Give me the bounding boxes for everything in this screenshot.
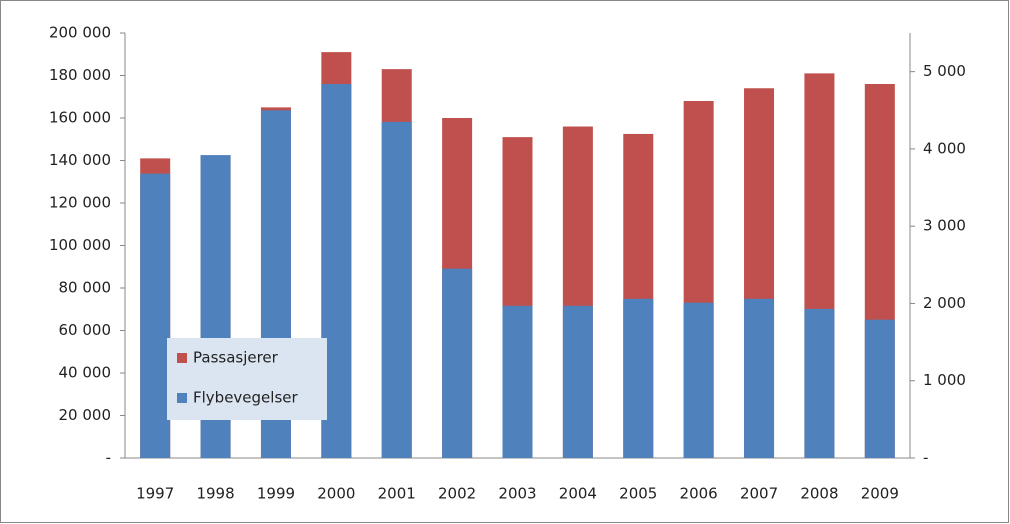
y2-tick-label: - — [923, 449, 928, 467]
bar — [381, 121, 412, 458]
y-tick-label: 140 000 — [49, 151, 111, 169]
legend-label: Passasjerer — [193, 349, 279, 367]
x-tick-label: 2001 — [378, 485, 416, 503]
bar — [744, 298, 775, 458]
x-tick-label: 2009 — [861, 485, 899, 503]
x-tick-label: 1997 — [136, 485, 174, 503]
legend-swatch — [177, 353, 187, 363]
bar — [864, 319, 895, 458]
y2-tick-label: 4 000 — [923, 139, 966, 157]
legend-box — [167, 338, 327, 420]
bar — [442, 268, 473, 458]
x-tick-label: 2000 — [317, 485, 355, 503]
x-tick-label: 2002 — [438, 485, 476, 503]
y2-tick-label: 3 000 — [923, 217, 966, 235]
y-tick-label: 120 000 — [49, 194, 111, 212]
bar — [502, 305, 533, 458]
bar — [804, 308, 835, 458]
legend-label: Flybevegelser — [193, 389, 298, 407]
y-tick-label: 80 000 — [59, 279, 112, 297]
legend-swatch — [177, 393, 187, 403]
bar — [140, 173, 171, 459]
bar — [562, 305, 593, 458]
y-tick-label: 40 000 — [59, 364, 112, 382]
x-tick-label: 2004 — [559, 485, 597, 503]
y-tick-label: 160 000 — [49, 109, 111, 127]
y2-tick-label: 2 000 — [923, 294, 966, 312]
x-tick-label: 2003 — [498, 485, 536, 503]
y-tick-label: - — [106, 449, 111, 467]
y-tick-label: 100 000 — [49, 236, 111, 254]
x-tick-label: 1998 — [196, 485, 234, 503]
y-tick-label: 200 000 — [49, 24, 111, 42]
y2-tick-label: 5 000 — [923, 62, 966, 80]
y-tick-label: 180 000 — [49, 66, 111, 84]
x-tick-label: 2007 — [740, 485, 778, 503]
x-tick-label: 1999 — [257, 485, 295, 503]
bar — [623, 298, 654, 458]
y-tick-label: 20 000 — [59, 406, 112, 424]
y-tick-label: 60 000 — [59, 321, 112, 339]
x-tick-label: 2006 — [680, 485, 718, 503]
y2-tick-label: 1 000 — [923, 371, 966, 389]
bar — [683, 302, 714, 458]
x-tick-label: 2008 — [800, 485, 838, 503]
x-tick-label: 2005 — [619, 485, 657, 503]
